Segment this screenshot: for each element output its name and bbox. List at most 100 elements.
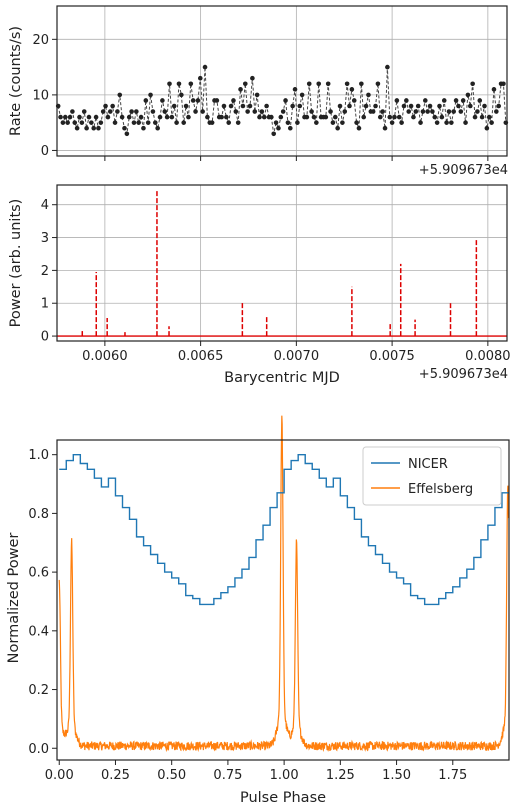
rate-point-127 [356, 125, 362, 131]
profile-x-tick-label-7: 1.75 [438, 768, 467, 783]
rate-point-93 [276, 125, 281, 131]
panel-power: 0 1 2 3 4 0.0060 0.0065 0.0070 0.0075 0.0080 Pow… [8, 184, 511, 386]
rate-point-71 [224, 114, 229, 120]
rate-axes-frame [56, 5, 508, 157]
rate-point-178 [477, 98, 483, 103]
rate-point-76 [235, 120, 241, 125]
rate-point-162 [439, 114, 445, 120]
rate-point-16 [93, 114, 99, 120]
rate-point-188 [501, 81, 506, 87]
rate-point-55 [186, 114, 191, 120]
rate-point-34 [136, 120, 142, 125]
rate-point-114 [325, 81, 331, 87]
power-x-axis-label: Barycentric MJD [224, 370, 340, 386]
profile-x-ticks: 0.00 0.25 0.50 0.75 1.00 1.25 1.50 1.75 [45, 760, 467, 783]
rate-point-84 [254, 92, 260, 98]
rate-point-117 [332, 114, 338, 120]
rate-point-121 [342, 109, 348, 114]
rate-point-101 [295, 120, 300, 125]
rate-point-165 [446, 109, 452, 114]
rate-point-180 [482, 103, 487, 109]
rate-point-160 [434, 120, 440, 125]
rate-point-123 [347, 103, 352, 109]
rate-point-85 [257, 114, 262, 120]
rate-point-157 [427, 103, 433, 109]
rate-point-39 [148, 92, 153, 98]
legend-box [362, 446, 502, 506]
rate-point-83 [252, 109, 258, 114]
rate-point-115 [328, 109, 333, 114]
rate-point-28 [122, 125, 127, 131]
rate-point-59 [195, 98, 201, 103]
rate-point-106 [306, 81, 312, 87]
rate-point-52 [179, 92, 184, 98]
rate-point-56 [188, 81, 194, 87]
profile-y-tick-label-0: 0.0 [28, 742, 49, 757]
rate-point-138 [382, 125, 388, 131]
rate-point-78 [240, 103, 246, 109]
profile-x-tick-label-2: 0.50 [157, 768, 186, 783]
rate-point-81 [247, 103, 253, 109]
rate-point-26 [117, 92, 123, 98]
rate-point-143 [394, 98, 400, 103]
rate-point-108 [311, 114, 317, 120]
power-x-tick-label-2: 0.0070 [274, 349, 320, 364]
rate-point-92 [273, 120, 279, 125]
rate-point-25 [115, 109, 120, 114]
rate-point-73 [228, 103, 234, 109]
rate-point-58 [193, 109, 198, 114]
rate-point-119 [337, 103, 343, 109]
panel-rate: 0 10 20 Rate (counts/s) +5.909673e4 [8, 5, 509, 178]
series-line-nicer [59, 453, 509, 606]
rate-point-120 [340, 120, 345, 125]
rate-y-tick-label-2: 20 [32, 33, 49, 48]
rate-point-82 [250, 75, 255, 81]
rate-point-164 [444, 120, 449, 125]
rate-point-129 [361, 114, 367, 120]
rate-point-42 [155, 125, 160, 131]
rate-point-113 [323, 114, 329, 120]
rate-point-149 [408, 103, 414, 109]
rate-point-62 [202, 64, 208, 70]
rate-point-21 [105, 114, 111, 120]
rate-point-12 [84, 125, 89, 131]
rate-point-130 [363, 103, 369, 109]
rate-point-48 [169, 114, 175, 120]
rate-point-79 [242, 81, 248, 87]
rate-point-96 [283, 98, 288, 103]
rate-point-168 [453, 98, 459, 103]
rate-point-158 [430, 109, 435, 114]
rate-point-185 [494, 109, 499, 114]
rate-point-100 [292, 87, 298, 92]
power-y-axis-label: Power (arb. units) [8, 199, 24, 328]
rate-point-2 [60, 120, 66, 125]
rate-y-tick-label-1: 10 [32, 88, 49, 103]
rate-point-27 [119, 114, 125, 120]
rate-point-140 [387, 114, 393, 120]
rate-point-150 [411, 114, 416, 120]
rate-point-51 [176, 81, 182, 87]
rate-point-53 [181, 120, 187, 125]
rate-y-axis-label: Rate (counts/s) [8, 26, 24, 136]
rate-point-137 [380, 109, 385, 114]
profile-x-tick-label-1: 0.25 [101, 768, 130, 783]
rate-point-126 [354, 120, 359, 125]
rate-point-47 [167, 81, 172, 87]
rate-point-67 [214, 98, 220, 103]
legend: NICER Effelsberg [362, 446, 502, 506]
rate-point-151 [413, 109, 419, 114]
rate-point-7 [72, 120, 78, 125]
rate-point-46 [164, 114, 170, 120]
rate-point-133 [370, 109, 376, 114]
rate-point-63 [205, 114, 210, 120]
rate-point-57 [190, 98, 196, 103]
rate-point-171 [460, 98, 466, 103]
rate-point-156 [425, 109, 430, 114]
power-grid [57, 185, 507, 341]
rate-point-141 [389, 120, 395, 125]
rate-point-163 [441, 98, 447, 103]
rate-point-30 [126, 114, 132, 120]
rate-y-tick-label-0: 0 [41, 144, 49, 159]
rate-point-19 [100, 109, 106, 114]
